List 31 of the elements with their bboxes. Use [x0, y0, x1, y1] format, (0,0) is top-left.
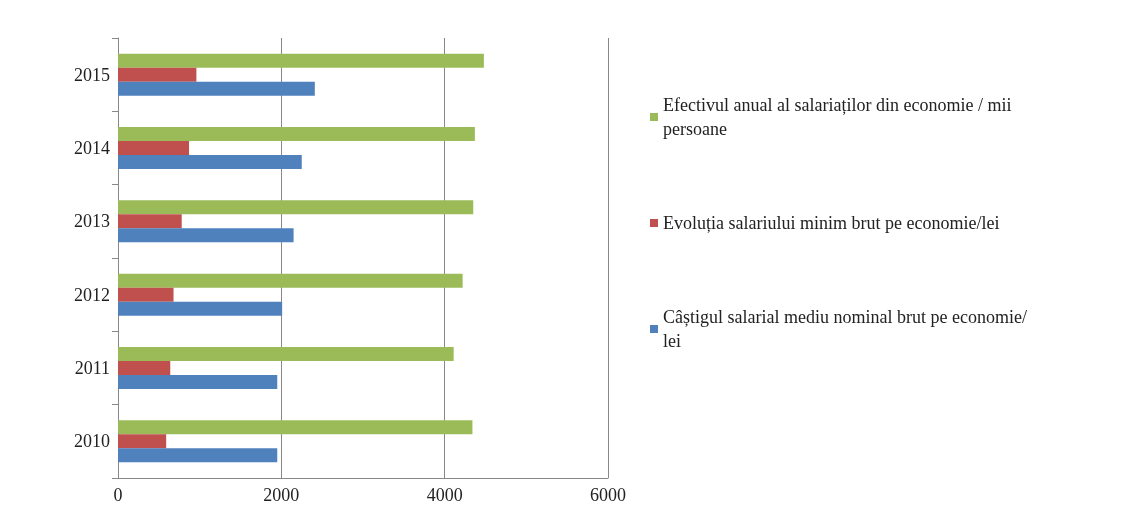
legend-label: Efectivul anual al salariaților din economie / mii persoane [663, 95, 1016, 139]
x-tick-label: 6000 [590, 485, 626, 505]
bar [118, 214, 182, 229]
bar [118, 361, 171, 375]
y-tick-label: 2014 [74, 138, 110, 158]
bar [118, 301, 283, 316]
bar [118, 347, 454, 361]
y-tick-label: 2010 [74, 431, 110, 452]
bar [118, 287, 174, 302]
y-tick-label: 2012 [74, 284, 110, 305]
legend-label: Evoluția salariului minim brut pe economie/lei [663, 213, 1000, 233]
bar [118, 67, 197, 82]
bar [118, 228, 294, 243]
x-tick-label: 4000 [426, 485, 463, 505]
y-tick-label: 2015 [74, 64, 110, 85]
bar [118, 375, 278, 389]
bar [118, 200, 474, 215]
bar [118, 53, 484, 68]
x-tick-label: 0 [113, 485, 123, 505]
y-tick-label: 2013 [74, 211, 110, 232]
bar [118, 273, 463, 288]
bar [118, 81, 315, 96]
legend-label: Câștigul salarial mediu nominal brut pe economie/ lei [663, 307, 1032, 351]
bar [118, 448, 278, 463]
bar [118, 127, 475, 141]
x-tick-label: 2000 [263, 485, 300, 505]
bar [118, 434, 167, 449]
bar [118, 155, 302, 169]
bar [118, 141, 190, 155]
y-tick-label: 2011 [74, 358, 110, 378]
bar [118, 420, 473, 435]
